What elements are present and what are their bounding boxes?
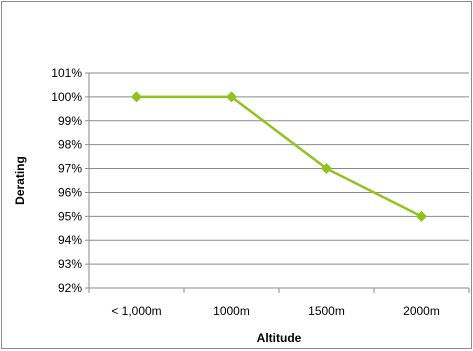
line-chart: 92% 93% 94% 95% 96% 97% 98% 99% 100% 101% < 1,000m…: [13, 66, 470, 345]
y-tick-label: 95%: [58, 209, 82, 223]
x-tick-label: 2000m: [403, 304, 440, 318]
y-axis-title: Derating: [13, 156, 27, 205]
x-tick-label: 1000m: [213, 304, 250, 318]
x-tick-label: 1500m: [308, 304, 345, 318]
data-point-marker: [416, 210, 427, 222]
y-tick-label: 92%: [58, 281, 82, 295]
data-point-marker: [226, 91, 237, 103]
y-tick-label: 99%: [58, 114, 82, 128]
x-axis-title: Altitude: [257, 331, 302, 345]
y-tick-label: 97%: [58, 162, 82, 176]
y-tick-label: 101%: [51, 66, 82, 80]
y-tick-label: 98%: [58, 138, 82, 152]
y-tick-label: 96%: [58, 185, 82, 199]
data-point-marker: [321, 163, 332, 175]
y-tick-label: 93%: [58, 257, 82, 271]
x-tick-label: < 1,000m: [111, 304, 161, 318]
y-tick-label: 94%: [58, 233, 82, 247]
y-tick-label: 100%: [51, 90, 82, 104]
series-line: [136, 95, 423, 218]
data-point-marker: [131, 91, 142, 103]
